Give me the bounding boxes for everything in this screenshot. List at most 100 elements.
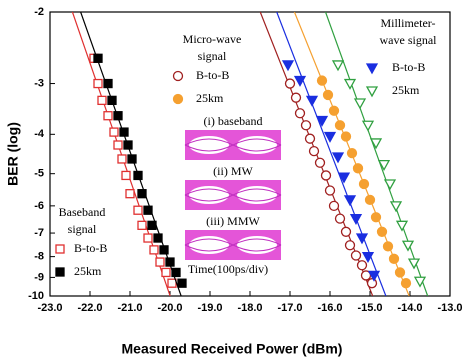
legend-title: Millimeter- (380, 16, 435, 30)
marker (108, 96, 116, 104)
y-tick-label: -4 (34, 128, 45, 140)
inset-label: (ii) MW (213, 164, 253, 178)
marker (286, 79, 295, 88)
marker (330, 201, 339, 210)
marker (307, 96, 317, 105)
marker (333, 61, 343, 70)
marker (144, 206, 152, 214)
eye-diagrams (185, 130, 281, 260)
legend-title: signal (198, 49, 227, 63)
marker (154, 234, 162, 242)
marker (322, 171, 331, 180)
y-axis-label: BER (log) (5, 122, 21, 186)
marker (403, 241, 413, 250)
marker (310, 147, 319, 156)
legend-label: 25km (74, 264, 102, 278)
x-tick-label: -15.0 (357, 302, 382, 314)
inset-x-label: Time(100ps/div) (188, 262, 268, 276)
x-tick-label: -22.0 (77, 302, 102, 314)
legend-marker (367, 87, 377, 96)
marker (160, 246, 168, 254)
x-tick-label: -21.0 (117, 302, 142, 314)
marker (172, 268, 180, 276)
marker (306, 134, 315, 143)
marker (98, 96, 106, 104)
marker (397, 221, 407, 230)
legend-title: Baseband (59, 205, 106, 219)
page: {"chart_data": {"type": "scatter", "x_la… (0, 0, 464, 362)
marker (372, 213, 381, 222)
y-tick-label: -3 (34, 77, 44, 89)
y-tick-label: -7 (34, 227, 44, 239)
marker (384, 242, 393, 251)
legend-title: Micro-wave (183, 32, 242, 46)
x-tick-label: -14.0 (397, 302, 422, 314)
marker (114, 141, 122, 149)
legend-label: B-to-B (392, 60, 425, 74)
legend-title: wave signal (380, 33, 438, 47)
chart: (i) baseband (ii) MW (iii) MMW Time(100p… (0, 0, 464, 362)
marker (292, 93, 301, 102)
marker (345, 80, 355, 89)
marker (363, 121, 373, 130)
legend-marker (56, 268, 64, 276)
marker (120, 128, 128, 136)
y-tick-label: -2 (34, 6, 44, 18)
x-axis-label: Measured Received Power (dBm) (122, 341, 343, 357)
y-tick-label: -9 (34, 271, 44, 283)
x-tick-label: -18.0 (237, 302, 262, 314)
marker (124, 141, 132, 149)
marker (104, 80, 112, 88)
x-tick-label: -20.0 (157, 302, 182, 314)
marker (148, 221, 156, 229)
marker (330, 106, 339, 115)
marker (391, 202, 401, 211)
marker (385, 180, 395, 189)
marker (318, 76, 327, 85)
marker (336, 214, 345, 223)
marker (368, 279, 377, 288)
legend-label: B-to-B (196, 68, 229, 82)
marker (354, 164, 363, 173)
marker (166, 258, 174, 266)
marker (138, 190, 146, 198)
marker (366, 195, 375, 204)
legend-label: B-to-B (74, 241, 107, 255)
y-tick-label: -6 (34, 200, 44, 212)
marker (296, 109, 305, 118)
marker (342, 132, 351, 141)
marker (324, 90, 333, 99)
legend-marker (174, 72, 183, 81)
x-tick-label: -16.0 (317, 302, 342, 314)
legend-label: 25km (196, 91, 224, 105)
marker (144, 234, 152, 242)
legend-label: 25km (392, 83, 420, 97)
y-tick-label: -8 (34, 251, 44, 263)
marker (302, 121, 311, 130)
inset-label: (i) baseband (204, 114, 263, 128)
x-tick-label: -13.0 (437, 302, 462, 314)
marker (378, 227, 387, 236)
marker (104, 112, 112, 120)
marker (316, 158, 325, 167)
marker (122, 171, 130, 179)
marker (134, 171, 142, 179)
marker (134, 206, 142, 214)
marker (355, 99, 365, 108)
marker (162, 268, 170, 276)
legend-marker (56, 245, 64, 253)
y-tick-label: -5 (34, 168, 44, 180)
marker (110, 128, 118, 136)
marker (360, 179, 369, 188)
marker (94, 80, 102, 88)
x-tick-label: -23.0 (37, 302, 62, 314)
marker (342, 227, 351, 236)
marker (390, 254, 399, 263)
x-tick-label: -19.0 (197, 302, 222, 314)
y-tick-label: -10 (28, 290, 44, 302)
marker (128, 155, 136, 163)
marker (336, 121, 345, 130)
marker (150, 246, 158, 254)
marker (345, 196, 355, 205)
legend-marker (367, 64, 377, 73)
